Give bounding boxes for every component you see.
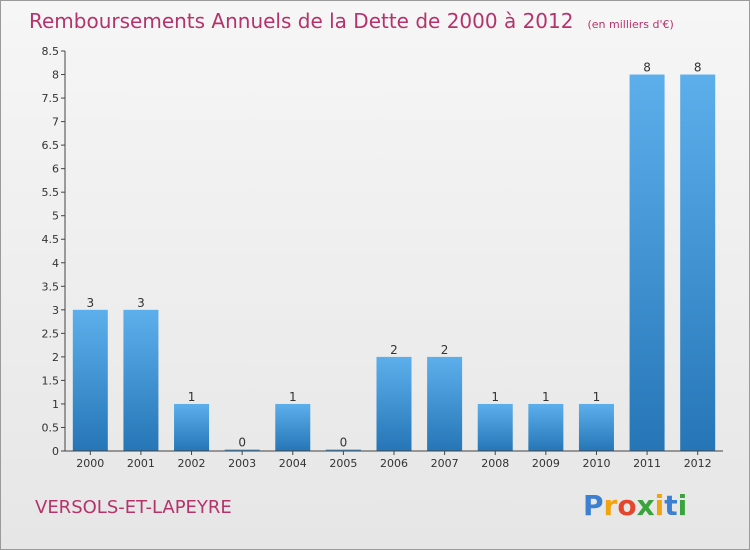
x-tick-label: 2006 (380, 457, 408, 470)
bar-2006 (376, 356, 412, 451)
x-tick-label: 2010 (582, 457, 610, 470)
x-tick-label: 2008 (481, 457, 509, 470)
logo-letter: t (664, 489, 678, 522)
bar-2011 (629, 74, 665, 451)
data-label-2001: 3 (137, 296, 145, 310)
bar-2008 (477, 403, 513, 451)
y-tick-label: 7.5 (42, 92, 60, 105)
proxiti-logo: Proxiti (583, 489, 687, 522)
data-label-2007: 2 (441, 343, 449, 357)
bar-2005 (325, 449, 361, 451)
data-label-2003: 0 (238, 436, 246, 450)
y-tick-label: 8 (52, 69, 59, 82)
y-tick-label: 0 (52, 445, 59, 458)
bar-2007 (427, 356, 463, 451)
bar-2004 (275, 403, 311, 451)
chart-subtitle: (en milliers d'€) (587, 18, 674, 31)
bar-2012 (680, 74, 716, 451)
logo-letter: r (603, 489, 618, 522)
y-tick-label: 3.5 (42, 280, 60, 293)
data-label-2008: 1 (491, 390, 499, 404)
logo-letter: P (583, 489, 604, 522)
bar-2003 (224, 449, 260, 451)
y-tick-label: 6.5 (42, 139, 60, 152)
data-label-2006: 2 (390, 343, 398, 357)
data-label-2004: 1 (289, 390, 297, 404)
logo-letter: x (636, 489, 655, 522)
y-tick-label: 8.5 (42, 45, 60, 58)
chart-title: Remboursements Annuels de la Dette de 20… (29, 9, 674, 33)
y-tick-label: 1.5 (42, 374, 60, 387)
bar-2001 (123, 309, 159, 451)
data-label-2002: 1 (188, 390, 196, 404)
x-tick-label: 2002 (178, 457, 206, 470)
logo-letter: i (654, 489, 665, 522)
y-tick-label: 4.5 (42, 233, 60, 246)
y-tick-label: 3 (52, 304, 59, 317)
title-text: Remboursements Annuels de la Dette de 20… (29, 9, 574, 33)
x-tick-label: 2004 (279, 457, 307, 470)
x-tick-label: 2000 (76, 457, 104, 470)
bar-2002 (174, 403, 210, 451)
x-tick-label: 2012 (684, 457, 712, 470)
y-tick-label: 1 (52, 398, 59, 411)
y-tick-label: 4 (52, 257, 59, 270)
commune-name: VERSOLS-ET-LAPEYRE (35, 497, 232, 518)
y-tick-label: 0.5 (42, 421, 60, 434)
data-label-2009: 1 (542, 390, 550, 404)
bar-2010 (578, 403, 614, 451)
logo-letter: o (617, 489, 637, 522)
y-tick-label: 5 (52, 210, 59, 223)
x-tick-label: 2011 (633, 457, 661, 470)
x-tick-label: 2009 (532, 457, 560, 470)
y-tick-label: 2.5 (42, 327, 60, 340)
data-label-2005: 0 (340, 436, 348, 450)
y-tick-label: 2 (52, 351, 59, 364)
x-tick-label: 2007 (431, 457, 459, 470)
bar-2009 (528, 403, 564, 451)
y-tick-label: 5.5 (42, 186, 60, 199)
y-tick-label: 6 (52, 163, 59, 176)
data-label-2011: 8 (643, 61, 651, 75)
x-tick-label: 2003 (228, 457, 256, 470)
data-label-2012: 8 (694, 61, 702, 75)
bar-2000 (72, 309, 108, 451)
data-label-2000: 3 (86, 296, 94, 310)
x-tick-label: 2001 (127, 457, 155, 470)
x-tick-label: 2005 (329, 457, 357, 470)
y-tick-label: 7 (52, 116, 59, 129)
data-label-2010: 1 (593, 390, 601, 404)
logo-letter: i (677, 489, 688, 522)
